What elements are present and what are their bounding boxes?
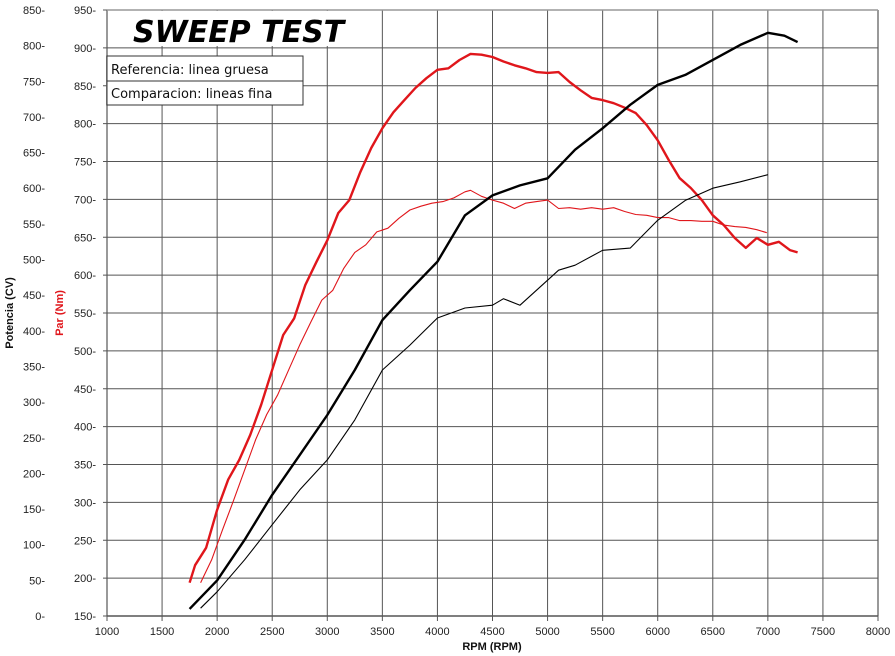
par-tick-label: 500- xyxy=(74,346,96,358)
potencia-tick-label: 850- xyxy=(23,5,45,17)
potencia-tick-label: 250- xyxy=(23,433,45,445)
potencia-tick-label: 0- xyxy=(35,611,45,623)
potencia-tick-label: 650- xyxy=(23,148,45,160)
potencia-tick-label: 200- xyxy=(23,468,45,480)
potencia-tick-label: 700- xyxy=(23,112,45,124)
par-tick-label: 350- xyxy=(74,460,96,472)
legend-box-comparison xyxy=(106,80,304,106)
rpm-tick-label: 6500 xyxy=(701,626,725,638)
par-tick-label: 650- xyxy=(74,232,96,244)
legend-entry-comparison: Comparacion: lineas fina xyxy=(111,87,272,102)
par-tick-label: 750- xyxy=(74,157,96,169)
par-tick-label: 450- xyxy=(74,384,96,396)
potencia-tick-label: 750- xyxy=(23,76,45,88)
par-tick-label: 600- xyxy=(74,270,96,282)
rpm-tick-label: 3000 xyxy=(315,626,339,638)
potencia-axis-ticks: 850- 800- 750- 700- 650- 600- 550- 500- 450- 400-… xyxy=(23,5,45,623)
rpm-tick-label: 1000 xyxy=(95,626,119,638)
series-line-par-comparacion xyxy=(200,189,767,583)
rpm-tick-label: 2000 xyxy=(205,626,229,638)
par-tick-label: 850- xyxy=(74,81,96,93)
potencia-tick-label: 450- xyxy=(23,290,45,302)
rpm-tick-label: 6000 xyxy=(645,626,669,638)
potencia-tick-label: 100- xyxy=(23,540,45,552)
rpm-tick-label: 4000 xyxy=(425,626,449,638)
rpm-tick-label: 5500 xyxy=(590,626,614,638)
rpm-tick-label: 5000 xyxy=(535,626,559,638)
par-tick-label: 400- xyxy=(74,422,96,434)
rpm-tick-label: 1500 xyxy=(150,626,174,638)
potencia-tick-label: 500- xyxy=(23,255,45,267)
series-line-par-referencia xyxy=(188,52,798,584)
rpm-axis-ticks: 1000 1500 2000 2500 3000 3500 4000 4500 5000 5500… xyxy=(95,616,890,638)
par-axis-ticks: 950- 900- 850- 800- 750- 700- 650- 600- 550- 500-… xyxy=(74,5,107,623)
chart-title: SWEEP TEST xyxy=(133,15,347,50)
par-axis-title: Par (Nm) xyxy=(54,290,66,336)
legend: Referencia: linea gruesa Comparacion: li… xyxy=(106,55,304,106)
par-tick-label: 700- xyxy=(74,194,96,206)
potencia-tick-label: 350- xyxy=(23,361,45,373)
par-tick-label: 300- xyxy=(74,497,96,509)
potencia-tick-label: 800- xyxy=(23,41,45,53)
par-tick-label: 950- xyxy=(74,5,96,17)
par-tick-label: 550- xyxy=(74,308,96,320)
rpm-tick-label: 3500 xyxy=(370,626,394,638)
potencia-axis-title: Potencia (CV) xyxy=(4,277,16,349)
potencia-tick-label: 50- xyxy=(29,575,45,587)
par-tick-label: 900- xyxy=(74,43,96,55)
potencia-tick-label: 150- xyxy=(23,504,45,516)
title-background xyxy=(108,11,355,46)
potencia-tick-label: 400- xyxy=(23,326,45,338)
grid xyxy=(106,9,879,617)
par-tick-label: 800- xyxy=(74,119,96,131)
par-tick-label: 250- xyxy=(74,535,96,547)
rpm-tick-label: 8000 xyxy=(866,626,890,638)
potencia-tick-label: 600- xyxy=(23,183,45,195)
rpm-tick-label: 2500 xyxy=(260,626,284,638)
legend-entry-reference: Referencia: linea gruesa xyxy=(111,63,269,78)
rpm-axis-title: RPM (RPM) xyxy=(462,641,522,653)
rpm-tick-label: 7500 xyxy=(811,626,835,638)
potencia-tick-label: 550- xyxy=(23,219,45,231)
par-tick-label: 200- xyxy=(74,573,96,585)
par-tick-label: 150- xyxy=(74,611,96,623)
series-group xyxy=(188,31,799,610)
series-line-potencia-comparacion xyxy=(200,174,769,609)
potencia-tick-label: 300- xyxy=(23,397,45,409)
rpm-tick-label: 7000 xyxy=(756,626,780,638)
series-line-potencia-referencia xyxy=(188,31,799,610)
rpm-tick-label: 4500 xyxy=(480,626,504,638)
